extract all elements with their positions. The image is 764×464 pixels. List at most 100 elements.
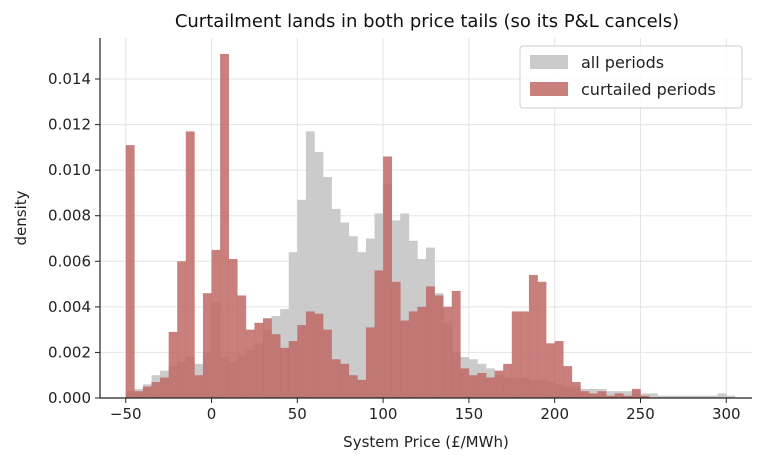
- bar-all-periods-20: [297, 199, 307, 398]
- bar-curtailed-periods-22: [314, 313, 324, 398]
- bar-curtailed-periods-42: [486, 377, 495, 398]
- bar-curtailed-periods-51: [563, 366, 573, 398]
- bar-all-periods-28: [365, 238, 375, 398]
- bar-curtailed-periods-60: [640, 395, 650, 398]
- bar-all-periods-62: [657, 395, 667, 398]
- bar-curtailed-periods-31: [391, 281, 401, 398]
- y-tick-label-0: 0.000: [48, 389, 91, 407]
- bar-curtailed-periods-6: [177, 261, 187, 398]
- bar-curtailed-periods-19: [288, 341, 298, 398]
- bar-curtailed-periods-59: [631, 388, 641, 398]
- bar-all-periods-25: [340, 222, 350, 398]
- legend-swatch-all-periods: [530, 55, 568, 69]
- x-tick-label-6: 250: [626, 405, 655, 423]
- x-axis-title: System Price (£/MWh): [343, 433, 509, 451]
- x-tick-label-0: −50: [110, 405, 142, 423]
- bar-curtailed-periods-17: [271, 334, 281, 398]
- bar-curtailed-periods-53: [580, 391, 590, 398]
- bar-curtailed-periods-46: [520, 311, 530, 398]
- bar-curtailed-periods-30: [383, 156, 392, 398]
- bar-all-periods-68: [709, 395, 718, 398]
- bar-all-periods-19: [288, 252, 298, 398]
- bar-all-periods-65: [683, 395, 693, 398]
- legend-label-curtailed-periods: curtailed periods: [581, 80, 716, 99]
- y-axis-ticks: 0.000 0.002 0.004 0.006 0.008 0.010 0.012 0.014: [48, 70, 100, 407]
- bar-curtailed-periods-50: [554, 341, 564, 398]
- legend: all periods curtailed periods: [519, 45, 743, 109]
- bar-curtailed-periods-56: [606, 395, 616, 398]
- bar-all-periods-61: [649, 393, 658, 398]
- bar-curtailed-periods-32: [400, 320, 410, 398]
- bar-curtailed-periods-8: [194, 375, 204, 398]
- bar-all-periods-27: [357, 252, 367, 398]
- y-tick-label-7: 0.014: [48, 70, 91, 88]
- bar-all-periods-21: [305, 131, 315, 398]
- bar-all-periods-69: [717, 393, 727, 398]
- legend-label-all-periods: all periods: [581, 53, 664, 72]
- x-tick-label-7: 300: [712, 405, 741, 423]
- bar-curtailed-periods-0: [125, 145, 135, 398]
- x-tick-label-3: 100: [369, 405, 398, 423]
- bar-all-periods-58: [623, 391, 633, 398]
- bar-curtailed-periods-36: [434, 295, 444, 398]
- bar-curtailed-periods-1: [134, 391, 144, 398]
- bar-curtailed-periods-5: [168, 331, 178, 398]
- y-tick-label-6: 0.012: [48, 116, 91, 134]
- bar-curtailed-periods-12: [228, 259, 238, 398]
- bar-curtailed-periods-21: [305, 311, 315, 398]
- bar-curtailed-periods-41: [477, 372, 487, 398]
- bar-curtailed-periods-11: [220, 53, 229, 398]
- bar-curtailed-periods-4: [160, 377, 169, 398]
- bar-curtailed-periods-25: [340, 363, 350, 398]
- bar-curtailed-periods-48: [537, 281, 547, 398]
- bar-curtailed-periods-3: [151, 382, 161, 398]
- bar-curtailed-periods-29: [374, 270, 384, 398]
- bar-curtailed-periods-34: [417, 306, 427, 398]
- bar-curtailed-periods-57: [614, 393, 624, 398]
- bar-curtailed-periods-40: [468, 375, 478, 398]
- legend-frame: [519, 45, 743, 109]
- bar-all-periods-24: [331, 208, 341, 398]
- bar-curtailed-periods-38: [451, 290, 461, 398]
- bar-curtailed-periods-16: [263, 318, 272, 398]
- bar-curtailed-periods-20: [297, 325, 307, 398]
- bar-curtailed-periods-13: [237, 295, 247, 398]
- bar-curtailed-periods-26: [348, 375, 358, 398]
- bar-all-periods-32: [400, 213, 410, 398]
- bar-curtailed-periods-9: [202, 293, 212, 398]
- chart-title: Curtailment lands in both price tails (s…: [175, 11, 679, 32]
- bar-curtailed-periods-37: [443, 306, 453, 398]
- bar-curtailed-periods-24: [331, 359, 341, 398]
- y-tick-label-1: 0.002: [48, 343, 91, 361]
- bar-curtailed-periods-58: [623, 395, 633, 398]
- x-tick-label-1: 0: [207, 405, 217, 423]
- bar-curtailed-periods-43: [494, 370, 504, 398]
- bar-curtailed-periods-28: [365, 327, 375, 398]
- bar-curtailed-periods-15: [254, 322, 264, 398]
- bar-all-periods-60: [640, 393, 650, 398]
- bar-curtailed-periods-44: [503, 363, 513, 398]
- y-tick-label-4: 0.008: [48, 207, 91, 225]
- series-curtailed-periods: [125, 53, 650, 398]
- bar-curtailed-periods-23: [323, 329, 332, 398]
- bar-curtailed-periods-33: [408, 311, 418, 398]
- x-tick-label-5: 200: [540, 405, 569, 423]
- bar-all-periods-26: [348, 236, 358, 398]
- bar-curtailed-periods-49: [546, 343, 555, 398]
- x-axis-ticks: −50 0 50 100 150 200 250 300: [110, 398, 741, 423]
- y-tick-label-5: 0.010: [48, 161, 91, 179]
- bar-all-periods-22: [314, 151, 324, 398]
- bar-curtailed-periods-39: [460, 368, 470, 398]
- bar-all-periods-23: [323, 176, 332, 398]
- bar-curtailed-periods-55: [597, 391, 607, 398]
- bar-curtailed-periods-7: [185, 131, 195, 398]
- legend-swatch-curtailed-periods: [530, 82, 568, 96]
- bar-all-periods-70: [726, 395, 736, 398]
- bar-curtailed-periods-47: [528, 274, 538, 398]
- bar-curtailed-periods-52: [571, 382, 581, 398]
- bar-curtailed-periods-27: [357, 379, 367, 398]
- y-tick-label-2: 0.004: [48, 298, 91, 316]
- bar-all-periods-56: [606, 391, 616, 398]
- bar-curtailed-periods-18: [280, 347, 290, 398]
